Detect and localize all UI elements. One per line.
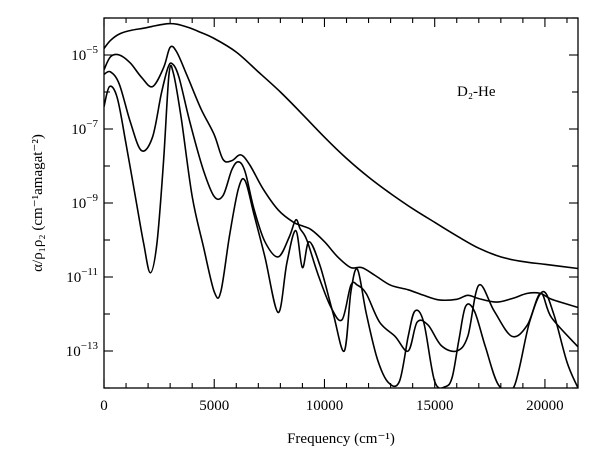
x-tick-label: 10000 (306, 398, 344, 414)
plot-frame (103, 17, 579, 389)
tick-label-group: 0 5000 10000 15000 20000 10−13 10−11 10−9 10−7 10… (66, 44, 564, 414)
y-tick-label: 10−13 (66, 340, 99, 360)
y-tick-label: 10−5 (71, 44, 98, 64)
series-line-3 (104, 62, 578, 353)
x-tick-label: 5000 (199, 398, 229, 414)
y-tick-label: 10−7 (71, 118, 98, 138)
series-line-1 (104, 22, 578, 270)
series-group (104, 22, 578, 388)
y-tick-label: 10−9 (71, 192, 98, 212)
series-line-2 (104, 45, 578, 309)
series-line-4 (104, 64, 578, 388)
x-tick-label: 0 (100, 398, 108, 414)
system-annotation: D₂-He (457, 84, 496, 100)
x-tick-label: 15000 (416, 398, 454, 414)
y-axis-label: α/ρ₁ρ₂ (cm⁻¹amagat⁻²) (30, 134, 46, 272)
x-tick-label: 20000 (526, 398, 564, 414)
tick-group (103, 17, 578, 389)
x-axis-label: Frequency (cm⁻¹) (287, 431, 395, 447)
y-tick-label: 10−11 (66, 266, 98, 286)
